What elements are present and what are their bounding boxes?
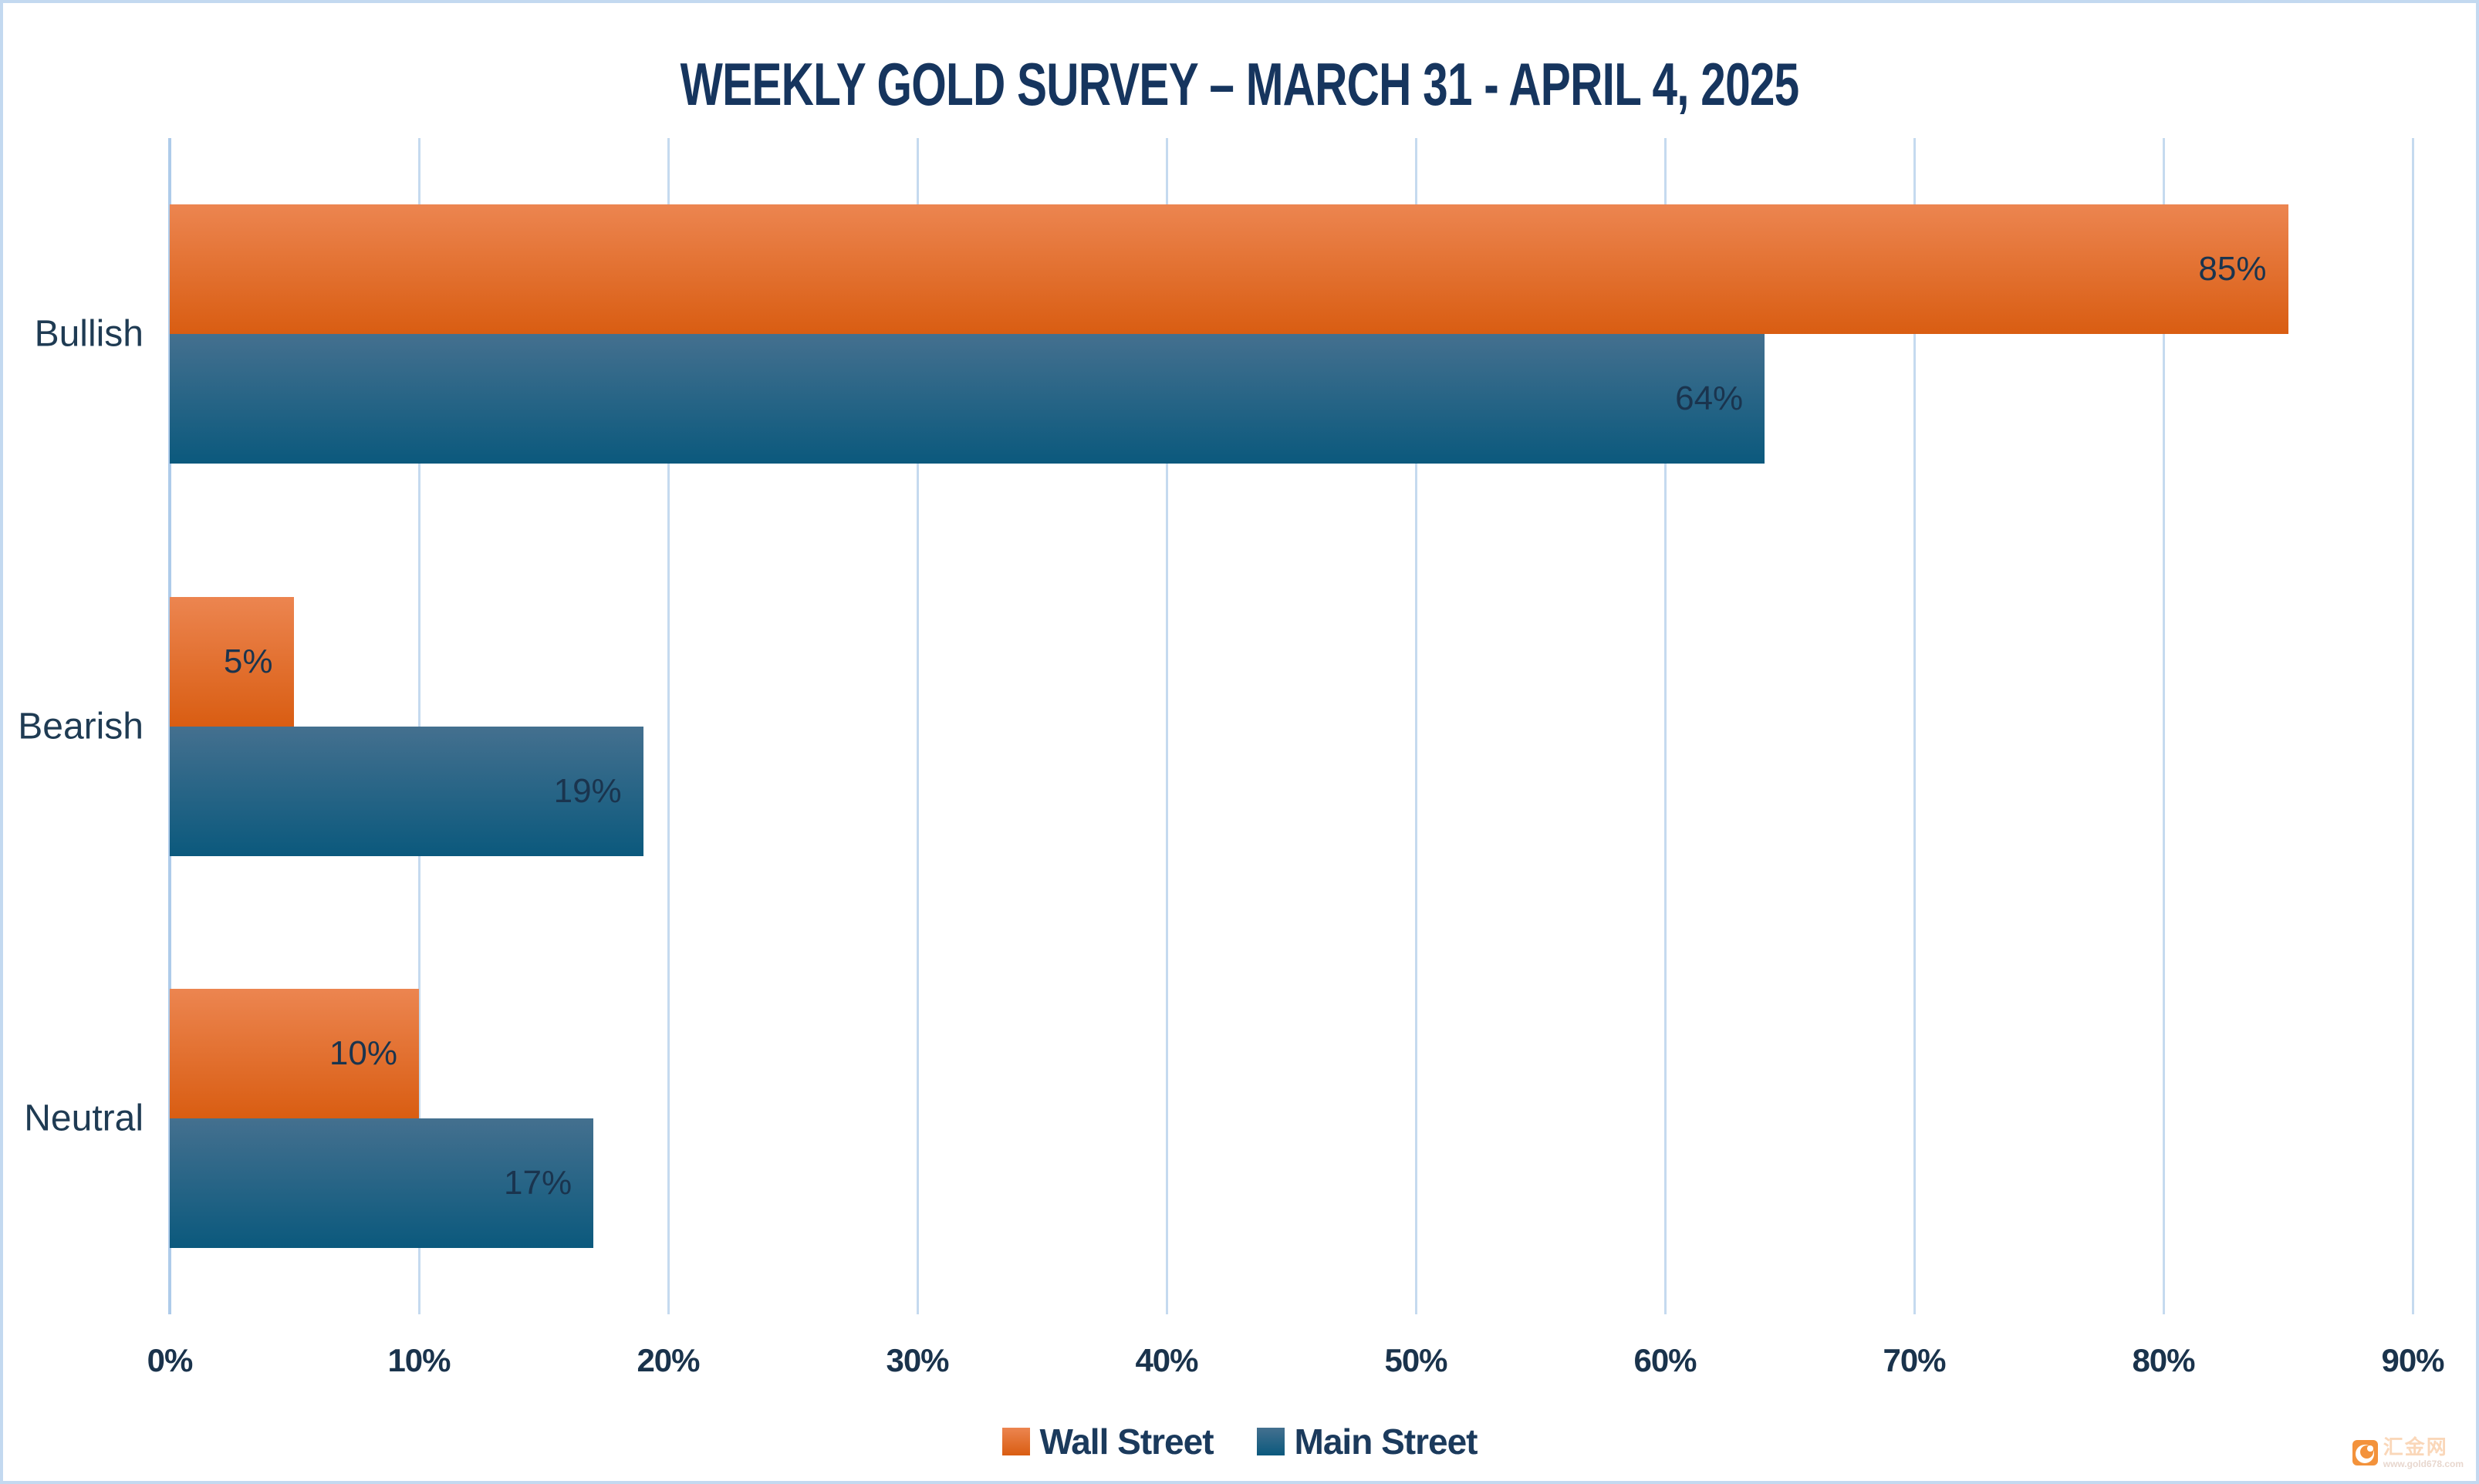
x-tick-label: 30% <box>886 1342 949 1378</box>
gridline <box>1415 138 1417 1314</box>
bar-value-label: 19% <box>553 771 622 810</box>
watermark-text: 汇金网 www.gold678.com <box>2383 1437 2464 1469</box>
bar-main-street-neutral: 17% <box>170 1118 594 1248</box>
plot-area: 85% 64% 5% 19% 10% 17% <box>168 138 2414 1314</box>
watermark-site-url: www.gold678.com <box>2383 1459 2464 1469</box>
bar-main-street-bullish: 64% <box>170 334 1765 464</box>
gridline <box>1664 138 1667 1314</box>
gridline <box>1913 138 1916 1314</box>
legend-label: Main Street <box>1294 1422 1478 1462</box>
gridline <box>1165 138 1168 1314</box>
x-tick-label: 70% <box>1883 1342 1946 1378</box>
category-label-bearish: Bearish <box>18 706 144 747</box>
category-axis: Bullish Bearish Neutral <box>3 138 144 1314</box>
watermark-site-name: 汇金网 <box>2383 1435 2448 1459</box>
legend: Wall Street Main Street <box>3 1421 2476 1462</box>
watermark: 汇金网 www.gold678.com <box>2352 1437 2464 1469</box>
x-axis: 0% 10% 20% 30% 40% 50% 60% 70% 80% 90% <box>147 1314 2445 1378</box>
bar-wall-street-bearish: 5% <box>170 596 295 727</box>
x-tick-label: 90% <box>2381 1342 2444 1378</box>
x-tick-label: 10% <box>387 1342 451 1378</box>
x-tick-label: 60% <box>1633 1342 1697 1378</box>
chart-title: WEEKLY GOLD SURVEY – MARCH 31 - APRIL 4,… <box>680 50 1800 118</box>
legend-item-wall-street: Wall Street <box>1001 1421 1214 1462</box>
gridline <box>667 138 670 1314</box>
bar-wall-street-neutral: 10% <box>170 988 419 1118</box>
bar-wall-street-bullish: 85% <box>170 204 2288 335</box>
x-tick-label: 0% <box>147 1342 194 1378</box>
bar-value-label: 85% <box>2198 250 2267 288</box>
gridline <box>2412 138 2414 1314</box>
legend-label: Wall Street <box>1039 1422 1214 1462</box>
gridline <box>2162 138 2165 1314</box>
chart-title-wrap: WEEKLY GOLD SURVEY – MARCH 31 - APRIL 4,… <box>3 49 2476 120</box>
legend-swatch-main-street <box>1256 1428 1285 1455</box>
x-tick-label: 80% <box>2132 1342 2195 1378</box>
x-tick-label: 50% <box>1384 1342 1447 1378</box>
x-tick-label: 40% <box>1135 1342 1198 1378</box>
category-label-neutral: Neutral <box>24 1098 144 1139</box>
bar-value-label: 10% <box>329 1034 397 1072</box>
x-tick-label: 20% <box>637 1342 700 1378</box>
watermark-logo-icon <box>2352 1440 2378 1465</box>
bar-value-label: 64% <box>1675 379 1744 418</box>
bar-main-street-bearish: 19% <box>170 726 643 856</box>
bar-value-label: 17% <box>504 1163 572 1202</box>
legend-swatch-wall-street <box>1001 1428 1030 1455</box>
category-label-bullish: Bullish <box>34 313 144 355</box>
bar-value-label: 5% <box>223 642 273 680</box>
gridline <box>917 138 919 1314</box>
legend-item-main-street: Main Street <box>1256 1421 1478 1462</box>
